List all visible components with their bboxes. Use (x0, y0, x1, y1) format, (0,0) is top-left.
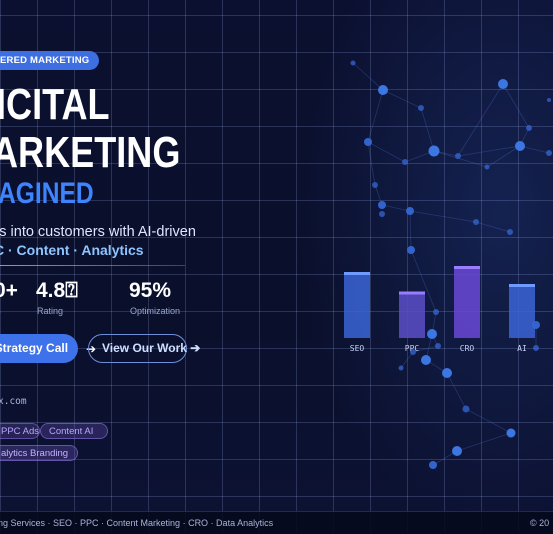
network-node (421, 355, 431, 365)
strategy-call-button[interactable]: ee Strategy Call (0, 334, 78, 363)
network-edge (412, 345, 439, 353)
network-node (378, 201, 386, 209)
background-glow (293, 0, 553, 533)
network-node (427, 329, 437, 339)
network-node (442, 368, 452, 378)
network-node (350, 60, 356, 66)
services-line: C · Content · Analytics (0, 242, 144, 258)
network-edge (367, 141, 376, 186)
headline-line-2: ARKETING (0, 128, 181, 177)
network-node (547, 98, 551, 102)
network-node (435, 343, 441, 349)
network-node (410, 349, 416, 355)
network-edge (502, 83, 530, 129)
chart-bar-ai (509, 284, 535, 338)
chart-label-cro: CRO (459, 344, 475, 353)
chart-bar-ppc (399, 291, 425, 338)
network-node (398, 365, 404, 371)
stat-value-clients: 0+ (0, 279, 18, 302)
network-node (484, 164, 490, 170)
network-edge (409, 210, 412, 251)
hero-tagline: ks into customers with AI-driven (0, 224, 196, 240)
footer-bar: ing Services · SEO · PPC · Content Marke… (0, 511, 553, 534)
chart-label-ai: AI (517, 344, 527, 353)
headline-line-3: AGINED (0, 177, 94, 210)
network-edge (382, 89, 422, 109)
stat-value-optimization: 95% (129, 279, 172, 302)
view-our-work-button[interactable]: View Our Work ➔ (88, 334, 200, 363)
chart-label-ppc: PPC (404, 344, 420, 353)
network-edge (446, 372, 467, 410)
stat-label-clients: s (0, 306, 1, 316)
tag-content-ai[interactable]: Content AI (40, 423, 108, 439)
footer-services: ing Services · SEO · PPC · Content Marke… (0, 518, 274, 528)
network-edge (367, 141, 406, 163)
footer-copyright: © 20 (530, 518, 550, 528)
network-node (532, 321, 540, 329)
stat-label-rating: Rating (37, 306, 64, 316)
network-node (452, 446, 462, 456)
tag-analytics-branding[interactable]: alytics Branding (0, 445, 78, 461)
network-node (506, 428, 516, 438)
network-node (402, 159, 408, 165)
network-node (406, 207, 414, 215)
chart-bar-seo (344, 272, 370, 338)
chart-bar-cap (344, 272, 370, 275)
tag-ppc-ads[interactable]: PPC Ads (0, 423, 40, 439)
network-node (515, 141, 525, 151)
network-node (455, 153, 461, 159)
chart-bar-cro (454, 266, 480, 338)
network-node (418, 105, 424, 111)
network-node (507, 229, 513, 235)
network-node (372, 182, 378, 188)
network-edge (352, 62, 384, 91)
network-node (526, 125, 532, 131)
network-node (428, 145, 440, 157)
network-edge (457, 83, 504, 157)
hero-badge: ERED MARKETING (0, 51, 100, 70)
services-divider (0, 265, 185, 266)
network-edge (420, 107, 435, 152)
network-edge (409, 210, 477, 223)
network-edge (465, 408, 512, 434)
network-node (378, 85, 388, 95)
network-node (473, 219, 479, 225)
network-node (364, 138, 372, 146)
network-node (533, 345, 539, 351)
network-edge (410, 249, 437, 313)
contact-email[interactable]: x.com (0, 396, 27, 407)
network-node (498, 79, 508, 89)
network-node (379, 211, 385, 217)
network-edge (486, 145, 521, 168)
network-edge (367, 89, 384, 143)
network-edge (456, 432, 512, 452)
chart-bar-cap (454, 266, 480, 269)
network-node (407, 246, 415, 254)
chart-bar-cap (509, 284, 535, 287)
network-node (429, 461, 437, 469)
network-node (433, 309, 439, 315)
network-node (462, 405, 470, 413)
stat-value-rating: 4.8⍰ (36, 279, 78, 302)
chart-bar-cap (399, 291, 425, 295)
network-edge (381, 204, 411, 212)
network-node (546, 150, 552, 156)
stat-label-optimization: Optimization (130, 306, 181, 316)
headline-line-1: ICITAL (0, 80, 110, 129)
network-edge (475, 221, 511, 233)
network-edge (457, 145, 521, 157)
network-edge (400, 351, 414, 369)
network-edge (433, 150, 488, 168)
chart-label-seo: SEO (349, 344, 365, 353)
